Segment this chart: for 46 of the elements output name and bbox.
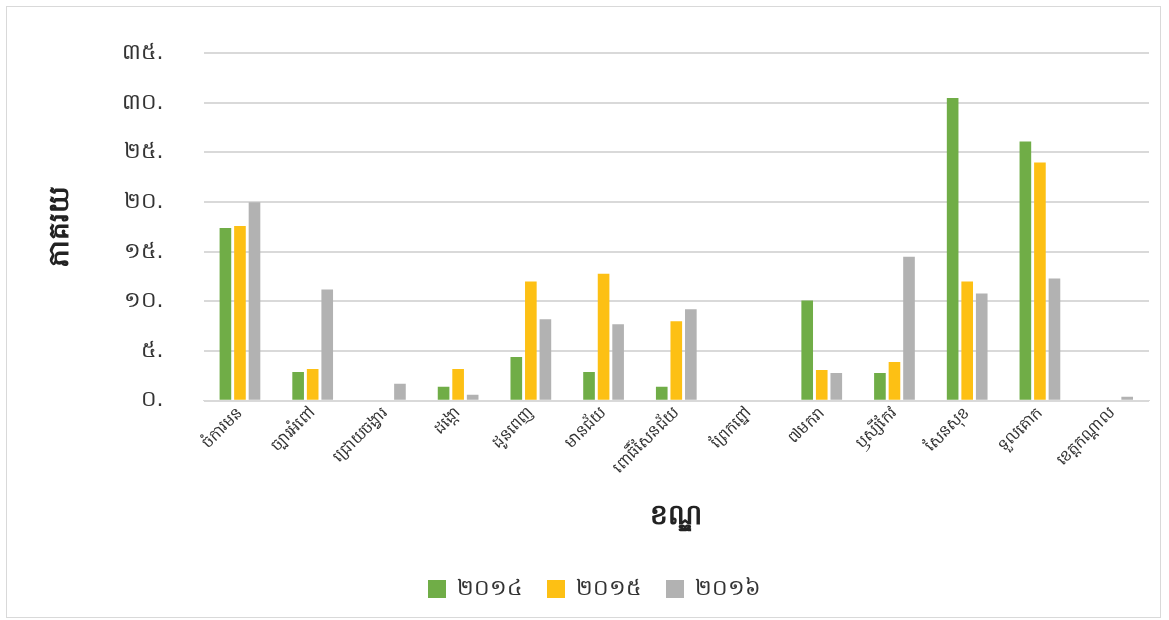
bar <box>946 97 959 400</box>
bar <box>321 289 334 400</box>
bar <box>452 368 464 400</box>
bar <box>292 371 304 400</box>
x-axis-title: ខណ្ឌ <box>650 498 703 533</box>
bar <box>539 319 552 400</box>
bar <box>975 293 988 400</box>
bar <box>510 357 523 400</box>
bar <box>525 281 537 400</box>
y-tick-label: ២០. <box>123 187 164 213</box>
bar <box>597 273 610 400</box>
x-tick-label: ដង្កោ <box>429 402 464 438</box>
bar <box>655 386 668 400</box>
y-tick-label: ៣០. <box>121 88 164 114</box>
bar <box>1019 141 1032 400</box>
bar <box>583 371 595 400</box>
y-tick-label: ០. <box>140 386 164 412</box>
y-tick-label: ១០. <box>123 287 164 313</box>
bar <box>437 386 450 400</box>
bar <box>466 394 479 400</box>
bar <box>830 372 843 400</box>
bar <box>1048 278 1061 400</box>
bar <box>903 256 915 400</box>
bar <box>1121 396 1133 400</box>
bar <box>306 368 319 400</box>
bar <box>612 324 624 400</box>
y-tick-label: ១៥. <box>123 237 164 263</box>
bar <box>1034 162 1046 400</box>
bar <box>961 281 974 400</box>
legend-label: ២០១៦ <box>695 574 761 600</box>
y-tick-label: ២៥. <box>123 138 164 164</box>
bar <box>219 227 232 400</box>
bar <box>248 202 261 400</box>
y-tick-label: ៣៥. <box>121 38 164 64</box>
bar <box>394 383 406 400</box>
bar <box>685 309 697 400</box>
y-axis-title: ភាគរយ <box>42 186 76 268</box>
bar <box>670 321 683 400</box>
y-tick-label: ៥. <box>140 336 164 362</box>
legend-label: ២០១៥ <box>576 574 642 600</box>
bar <box>874 372 886 400</box>
legend-label: ២០១៤ <box>457 574 523 600</box>
bar <box>815 369 828 400</box>
bar <box>888 362 901 400</box>
bar <box>801 300 814 400</box>
bar <box>234 225 246 400</box>
